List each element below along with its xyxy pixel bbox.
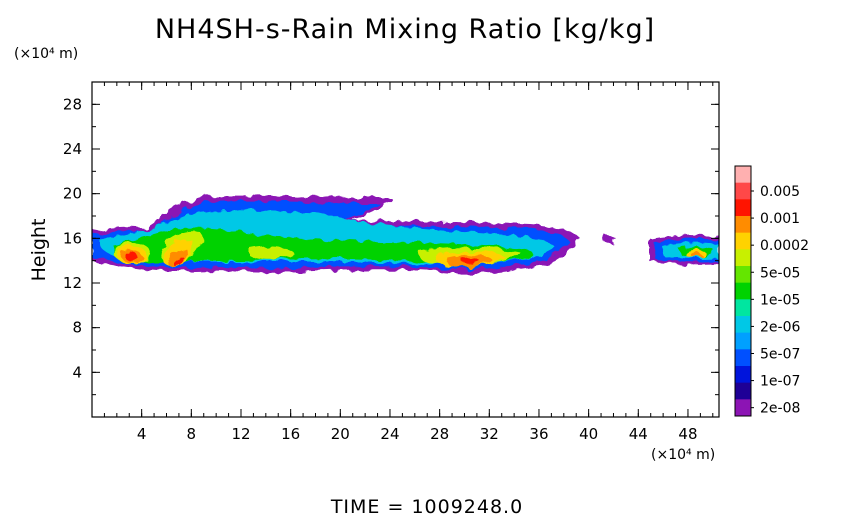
x-tick-label: 28 <box>430 425 449 443</box>
colorbar-swatch <box>735 166 751 184</box>
cloud-orange-main <box>120 249 493 267</box>
x-tick-label: 44 <box>629 425 648 443</box>
x-tick-label: 36 <box>529 425 548 443</box>
chart-title: NH4SH-s-Rain Mixing Ratio [kg/kg] <box>154 14 656 45</box>
time-label: TIME = <box>330 496 405 518</box>
time-readout: TIME = 1009248.0 <box>0 496 854 518</box>
colorbar-label: 5e-07 <box>760 347 800 363</box>
cloud-orange-east <box>691 252 702 258</box>
y-tick-label: 28 <box>63 95 82 113</box>
colorbar-label: 2e-06 <box>760 319 800 335</box>
y-tick-label: 24 <box>63 140 82 158</box>
y-tick-label: 12 <box>63 274 82 292</box>
colorbar-swatch <box>735 399 751 417</box>
x-tick-label: 48 <box>678 425 697 443</box>
plot-frame <box>91 81 720 418</box>
colorbar-frame <box>734 165 752 417</box>
colorbar-swatch <box>735 299 751 317</box>
y-tick-label: 4 <box>72 363 82 381</box>
x-tick-label: 40 <box>579 425 598 443</box>
colorbar-label: 1e-07 <box>760 374 800 390</box>
x-axis-unit: (×10⁴ m) <box>651 447 716 463</box>
x-tick-label: 4 <box>137 425 147 443</box>
x-tick-label: 12 <box>231 425 250 443</box>
colorbar-swatch <box>735 232 751 250</box>
colorbar-swatch <box>735 182 751 200</box>
colorbar-swatch <box>735 349 751 367</box>
colorbar-swatch <box>735 316 751 334</box>
colorbar-swatch <box>735 366 751 384</box>
y-tick-label: 16 <box>63 229 82 247</box>
colorbar-swatch <box>735 332 751 350</box>
colorbar-label: 0.001 <box>760 211 800 227</box>
cloud-field <box>92 195 719 274</box>
x-tick-label: 32 <box>480 425 499 443</box>
colorbar-swatch <box>735 216 751 234</box>
x-tick-label: 16 <box>281 425 300 443</box>
colorbar-swatch <box>735 199 751 217</box>
colorbar-swatch <box>735 249 751 267</box>
colorbar-swatch <box>735 282 751 300</box>
time-value: 1009248.0 <box>411 496 524 518</box>
y-axis-unit: (×10⁴ m) <box>14 46 79 62</box>
y-tick-label: 20 <box>63 185 82 203</box>
x-tick-label: 8 <box>187 425 197 443</box>
colorbar: 0.005 0.001 0.0002 5e-05 1e-05 2e-06 5e-07 1e-0… <box>734 165 809 417</box>
colorbar-label: 0.0002 <box>760 238 809 254</box>
colorbar-swatch <box>735 266 751 284</box>
colorbar-label: 5e-05 <box>760 265 800 281</box>
colorbar-swatch <box>735 382 751 400</box>
y-tick-label: 8 <box>72 319 82 337</box>
x-tick-label: 20 <box>331 425 350 443</box>
colorbar-label: 2e-08 <box>760 401 800 417</box>
x-tick-label: 24 <box>380 425 399 443</box>
colorbar-label: 1e-05 <box>760 292 800 308</box>
colorbar-label: 0.005 <box>760 184 800 200</box>
